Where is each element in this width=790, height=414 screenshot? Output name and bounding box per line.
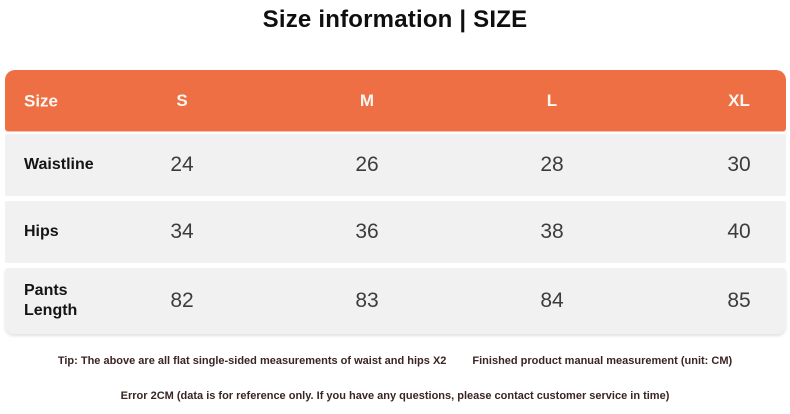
row-label: Waistline [24,156,94,173]
unit-text: Finished product manual measurement (uni… [472,355,733,367]
cell-value: 36 [355,220,379,243]
row-label: Pants Length [24,282,78,319]
measurement-tip-line: Tip: The above are all flat single-sided… [0,355,790,368]
cell-value: 28 [540,153,564,176]
table-row-waistline: Waistline 24 26 28 30 [5,134,786,196]
header-col-m: M [359,90,375,110]
cell-value: 38 [540,220,564,243]
cell-value: 85 [727,289,751,312]
cell-value: 24 [170,153,194,176]
table-row-pants-length: Pants Length 82 83 84 85 [5,268,786,334]
cell-value: 34 [170,220,194,243]
header-col-xl: XL [728,90,750,110]
header-col-s: S [176,90,188,110]
tip-text: Tip: The above are all flat single-sided… [57,355,447,367]
cell-value: 26 [355,153,379,176]
size-table: Size S M L XL Waistline 24 26 28 30 Hips… [5,70,786,334]
cell-value: 30 [727,153,751,176]
cell-value: 83 [355,289,379,312]
size-table-header-row: Size S M L XL [5,70,786,131]
error-disclaimer-line: Error 2CM (data is for reference only. I… [120,390,670,402]
cell-value: 82 [170,289,194,312]
cell-value: 40 [727,220,751,243]
cell-value: 84 [540,289,564,312]
row-label: Hips [24,223,59,240]
header-col-l: L [546,90,558,110]
page-title: Size information | SIZE [262,6,528,33]
table-row-hips: Hips 34 36 38 40 [5,201,786,263]
header-size-label: Size [24,90,59,110]
